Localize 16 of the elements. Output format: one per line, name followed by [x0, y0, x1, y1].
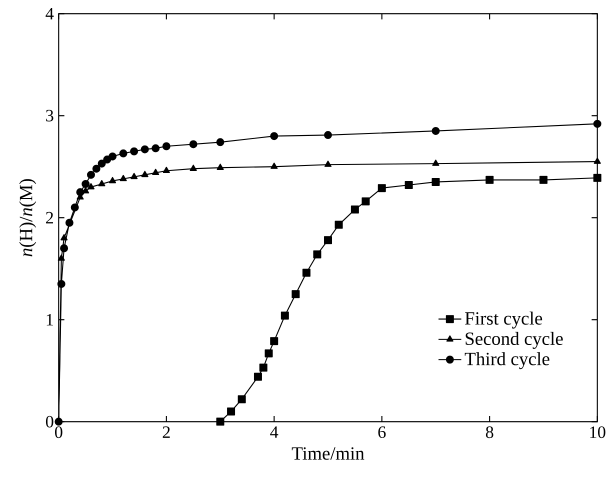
y-tick-label: 4 [46, 8, 54, 20]
y-axis-title: n(H)/n(M) [19, 179, 36, 256]
x-tick-label: 2 [162, 426, 170, 438]
x-tick-label: 4 [270, 426, 278, 438]
y-tick-label: 3 [46, 110, 54, 122]
legend-label: Second cycle [466, 332, 563, 349]
x-tick-label: 0 [55, 426, 62, 438]
legend-label: Third cycle [464, 352, 550, 370]
x-tick-label: 8 [486, 426, 494, 438]
x-axis-title: Time/min [292, 447, 364, 460]
x-tick-label: 10 [590, 426, 606, 438]
y-tick-label: 0 [46, 416, 54, 428]
y-tick-label: 1 [46, 314, 53, 326]
y-tick-label: 2 [46, 212, 54, 224]
x-tick-label: 6 [378, 426, 386, 438]
legend-label: First cycle [465, 312, 542, 329]
